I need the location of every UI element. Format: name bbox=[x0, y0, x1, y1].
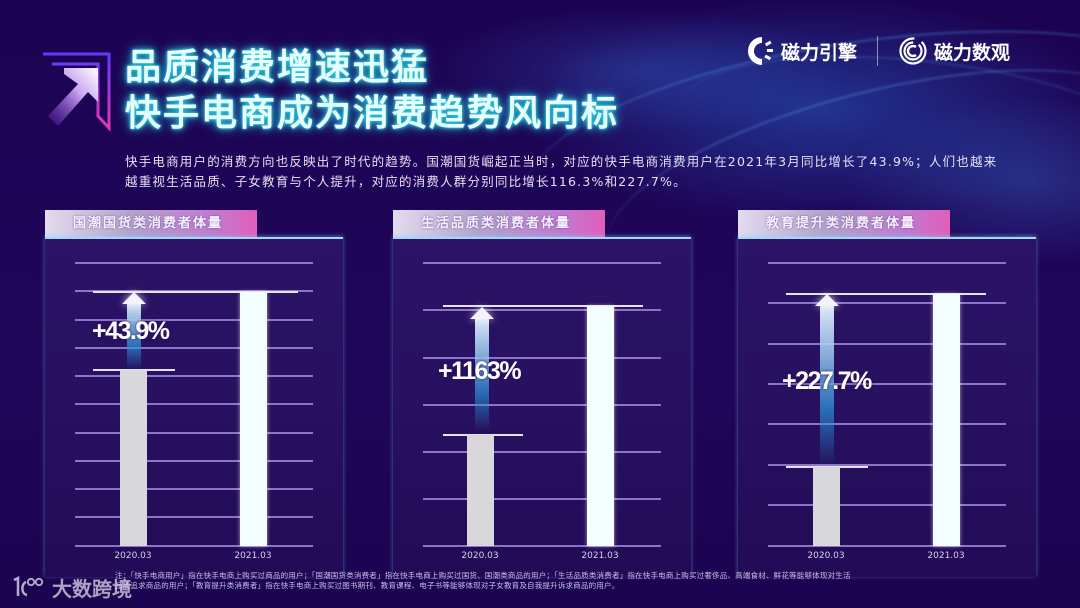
footnote-line-2: 品质追求商品的用户；「教育提升类消费者」指在快手电商上购买过图书期刊、教育课程、… bbox=[115, 581, 620, 590]
x-axis bbox=[768, 545, 1006, 547]
growth-label: +43.9% bbox=[92, 317, 170, 345]
bar-2020 bbox=[467, 435, 494, 546]
x-label-2020: 2020.03 bbox=[114, 551, 152, 561]
gridline bbox=[75, 403, 313, 405]
x-label-2021: 2021.03 bbox=[927, 551, 965, 561]
chart-panel-education: 教育提升类消费者体量 +227.7% 2020.03 2021.03 bbox=[738, 210, 1036, 577]
chart-panel-life-quality: 生活品质类消费者体量 +1163% 2020.03 2021.03 bbox=[393, 210, 691, 577]
growth-arrow-head-icon bbox=[815, 294, 839, 306]
gridline bbox=[75, 375, 313, 377]
bar-2021 bbox=[240, 292, 267, 546]
arrow-up-right-icon bbox=[43, 52, 111, 132]
gridline bbox=[75, 319, 313, 321]
bar-2020 bbox=[813, 467, 840, 546]
title-line-1: 品质消费增速迅猛 bbox=[125, 46, 430, 88]
x-axis bbox=[423, 545, 661, 547]
footnote: 注：「快手电商用户」指在快手电商上购买过商品的用户；「国潮国货类消费者」指在快手… bbox=[115, 571, 915, 591]
gridline bbox=[768, 464, 1006, 466]
gridline bbox=[75, 460, 313, 462]
x-label-2021: 2021.03 bbox=[581, 551, 619, 561]
gridline bbox=[75, 432, 313, 434]
bar-chart: +227.7% 2020.03 2021.03 bbox=[738, 237, 1036, 577]
panel-title: 教育提升类消费者体量 bbox=[738, 210, 950, 237]
gridline bbox=[768, 383, 1006, 385]
brand-logos: 磁力引擎 磁力数观 bbox=[745, 34, 1010, 68]
gridline bbox=[75, 347, 313, 349]
logo-cili-engine-text: 磁力引擎 bbox=[781, 41, 858, 64]
gridline bbox=[423, 262, 661, 264]
bar-chart: +1163% 2020.03 2021.03 bbox=[393, 237, 691, 577]
watermark: 大数跨境 bbox=[10, 570, 132, 604]
gridline bbox=[423, 498, 661, 500]
growth-label: +1163% bbox=[438, 357, 522, 385]
watermark-logo-icon bbox=[13, 575, 44, 597]
growth-arrow bbox=[475, 319, 489, 431]
x-label-2020: 2020.03 bbox=[461, 551, 499, 561]
growth-arrow-head-icon bbox=[122, 292, 146, 304]
gridline bbox=[423, 357, 661, 359]
watermark-text: 大数跨境 bbox=[52, 576, 132, 601]
bar-cap-line bbox=[786, 293, 986, 295]
bar-2021 bbox=[587, 306, 614, 546]
logo-cili-engine: 磁力引擎 bbox=[745, 36, 857, 66]
cili-engine-logo-icon bbox=[748, 37, 773, 65]
gridline bbox=[75, 516, 313, 518]
gridline bbox=[423, 309, 661, 311]
logo-cili-shuguan-text: 磁力数观 bbox=[934, 41, 1011, 64]
gridline bbox=[768, 504, 1006, 506]
gridline bbox=[768, 343, 1006, 345]
title-line-2: 快手电商成为消费趋势风向标 bbox=[125, 92, 620, 134]
x-label-2020: 2020.03 bbox=[807, 551, 845, 561]
bar-cap-line bbox=[93, 291, 298, 293]
description-text: 快手电商用户的消费方向也反映出了时代的趋势。国潮国货崛起正当时，对应的快手电商消… bbox=[125, 154, 998, 189]
x-axis bbox=[75, 545, 313, 547]
chart-panel-guochao: 国潮国货类消费者体量 +43.9% 2020.03 2021.03 bbox=[45, 210, 343, 577]
growth-arrow bbox=[820, 306, 834, 466]
page-title: 品质消费增速迅猛 快手电商成为消费趋势风向标 bbox=[125, 44, 619, 136]
bar-2020 bbox=[120, 370, 147, 546]
bar-2021 bbox=[933, 294, 960, 546]
logo-cili-shuguan: 磁力数观 bbox=[898, 36, 1010, 66]
logo-divider bbox=[877, 36, 879, 66]
growth-arrow bbox=[127, 303, 141, 369]
bar-chart: +43.9% 2020.03 2021.03 bbox=[45, 237, 343, 577]
panel-title: 国潮国货类消费者体量 bbox=[45, 210, 257, 237]
gridline bbox=[423, 404, 661, 406]
bar-cap-line bbox=[443, 305, 643, 307]
x-label-2021: 2021.03 bbox=[234, 551, 272, 561]
cili-shuguan-logo-icon bbox=[899, 37, 927, 65]
gridline bbox=[768, 302, 1006, 304]
gridline bbox=[75, 262, 313, 264]
gridline bbox=[768, 262, 1006, 264]
gridline bbox=[423, 451, 661, 453]
growth-label: +227.7% bbox=[782, 367, 872, 395]
footnote-line-1: 注：「快手电商用户」指在快手电商上购买过商品的用户；「国潮国货类消费者」指在快手… bbox=[115, 571, 851, 580]
growth-arrow-head-icon bbox=[470, 307, 494, 319]
gridline bbox=[768, 423, 1006, 425]
gridline bbox=[75, 488, 313, 490]
panel-title: 生活品质类消费者体量 bbox=[393, 210, 605, 237]
